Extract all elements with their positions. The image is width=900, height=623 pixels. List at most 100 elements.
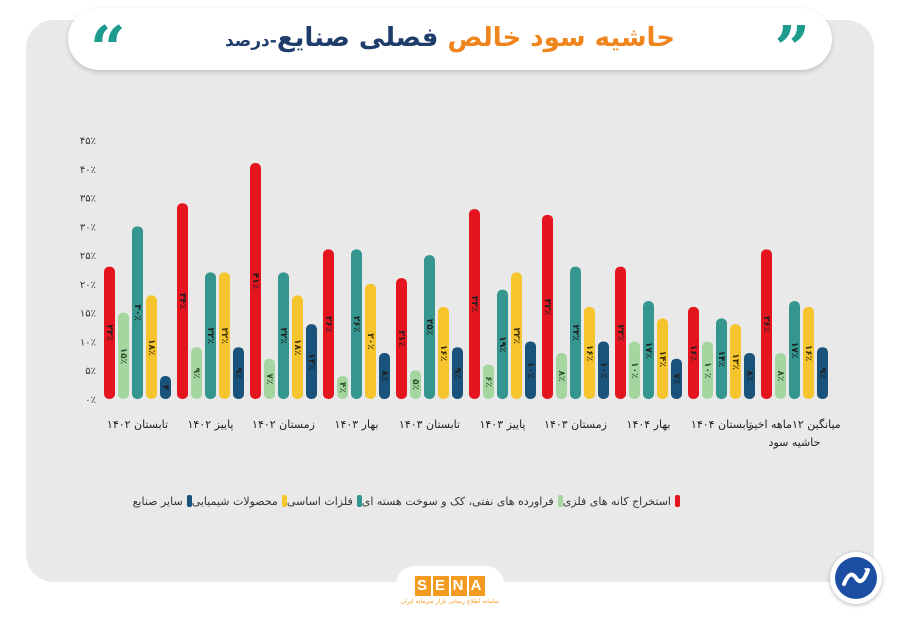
bar-data-label: ۹٪ <box>191 368 201 379</box>
bar <box>702 341 713 399</box>
bar-data-label: ۲۲٪ <box>219 327 229 343</box>
bar <box>584 306 595 399</box>
bar <box>177 203 188 399</box>
bar <box>438 306 449 399</box>
bar-data-label: ۹٪ <box>452 368 462 379</box>
legend-swatch <box>356 495 362 507</box>
legend-item: فلزات اساسی <box>287 495 362 508</box>
bar-data-label: ۱۰٪ <box>629 362 639 378</box>
bar <box>191 347 202 399</box>
bar <box>104 266 115 399</box>
legend-swatch <box>557 495 563 507</box>
legend-label: فلزات اساسی <box>286 494 353 508</box>
logo-letter: S <box>415 576 431 596</box>
bar-data-label: ۱۸٪ <box>146 339 156 355</box>
bar <box>744 352 755 399</box>
bar <box>789 301 800 399</box>
bar <box>452 347 463 399</box>
bar <box>775 352 786 399</box>
bar-data-label: ۲۲٪ <box>278 327 288 343</box>
chart-legend: استخراج کانه های فلزی فراورده های نفتی، ک… <box>133 490 680 512</box>
logo-letter: N <box>451 576 467 596</box>
bar <box>365 283 376 399</box>
bar-data-label: ۱۳٪ <box>730 353 740 369</box>
bar-data-label: ۵٪ <box>410 379 420 390</box>
bar <box>118 312 129 399</box>
legend-item: استخراج کانه های فلزی <box>563 495 680 508</box>
bar <box>570 266 581 399</box>
bar <box>351 249 362 399</box>
bar <box>629 341 640 399</box>
bar-data-label: ۱۷٪ <box>789 342 799 358</box>
bar-data-label: ۱۶٪ <box>803 345 813 361</box>
bar <box>337 375 348 399</box>
bar <box>292 295 303 399</box>
logo-letter: E <box>433 576 449 596</box>
chart-badge-icon <box>830 552 882 604</box>
bar <box>469 209 480 399</box>
x-category-label: تابستان ۱۴۰۴ <box>691 418 752 431</box>
x-category-label: پاییز ۱۴۰۳ <box>479 418 525 431</box>
logo-letter: A <box>469 576 485 596</box>
bar-data-label: ۱۶٪ <box>438 345 448 361</box>
bar-data-label: ۶٪ <box>483 376 493 387</box>
bar-data-label: ۸٪ <box>379 370 389 381</box>
title-bar: “ حاشیه سود خالص فصلی صنایع-درصد ” <box>68 8 832 84</box>
bar-data-label: ۸٪ <box>744 370 754 381</box>
bar <box>233 347 244 399</box>
bar <box>615 266 626 399</box>
bar-data-label: ۲۱٪ <box>396 330 406 346</box>
bar <box>146 295 157 399</box>
bar-data-label: ۴۱٪ <box>250 273 260 289</box>
bar <box>556 352 567 399</box>
title-part-3: -درصد <box>224 31 277 51</box>
bar-data-label: ۴٪ <box>337 382 347 393</box>
bar-data-label: ۱۳٪ <box>306 353 316 369</box>
x-category-label: بهار ۱۴۰۴ <box>627 418 671 431</box>
bar-data-label: ۲۶٪ <box>351 316 361 332</box>
bar-data-label: ۴ <box>160 385 170 391</box>
x-category-label: زمستان ۱۴۰۳ <box>544 418 607 431</box>
chart-card <box>26 20 874 582</box>
bar <box>803 306 814 399</box>
bar <box>817 347 828 399</box>
y-tick-label: ۴۵٪ <box>80 136 96 147</box>
bar-data-label: ۹٪ <box>233 368 243 379</box>
legend-item: محصولات شیمیایی <box>192 495 287 508</box>
bar-data-label: ۲۳٪ <box>570 325 580 341</box>
bar-data-label: ۱۰٪ <box>598 362 608 378</box>
legend-swatch <box>675 495 680 507</box>
bar <box>160 375 171 399</box>
page-title: حاشیه سود خالص فصلی صنایع-درصد <box>68 22 832 57</box>
y-tick-label: ۵٪ <box>85 366 96 377</box>
bar-data-label: ۱۶٪ <box>584 345 594 361</box>
quote-close-icon: ” <box>774 12 810 85</box>
bar <box>497 289 508 399</box>
bar <box>671 358 682 399</box>
bar <box>424 255 435 399</box>
y-tick-label: ۴۰٪ <box>80 165 96 176</box>
bar-data-label: ۳۳٪ <box>469 296 479 312</box>
y-tick-label: ۲۵٪ <box>80 251 96 262</box>
bar-data-label: ۲۰٪ <box>365 333 375 349</box>
x-category-label: پاییز ۱۴۰۲ <box>187 418 233 431</box>
bar <box>657 318 668 399</box>
quote-open-icon: “ <box>90 12 126 85</box>
bar <box>250 163 261 399</box>
bar-data-label: ۱۹٪ <box>497 336 507 352</box>
bar <box>219 272 230 399</box>
bar <box>306 324 317 399</box>
bar <box>643 301 654 399</box>
title-part-1: حاشیه سود خالص <box>447 23 676 53</box>
bar-data-label: ۱۸٪ <box>292 339 302 355</box>
bar <box>323 249 334 399</box>
legend-item: فراورده های نفتی، کک و سوخت هسته ای <box>362 495 563 508</box>
bar-data-label: ۱۰٪ <box>525 362 535 378</box>
bar-data-label: ۷٪ <box>264 373 274 384</box>
bar-data-label: ۸٪ <box>556 370 566 381</box>
bar <box>716 318 727 399</box>
bar <box>598 341 609 399</box>
bar-data-label: ۹٪ <box>817 368 827 379</box>
